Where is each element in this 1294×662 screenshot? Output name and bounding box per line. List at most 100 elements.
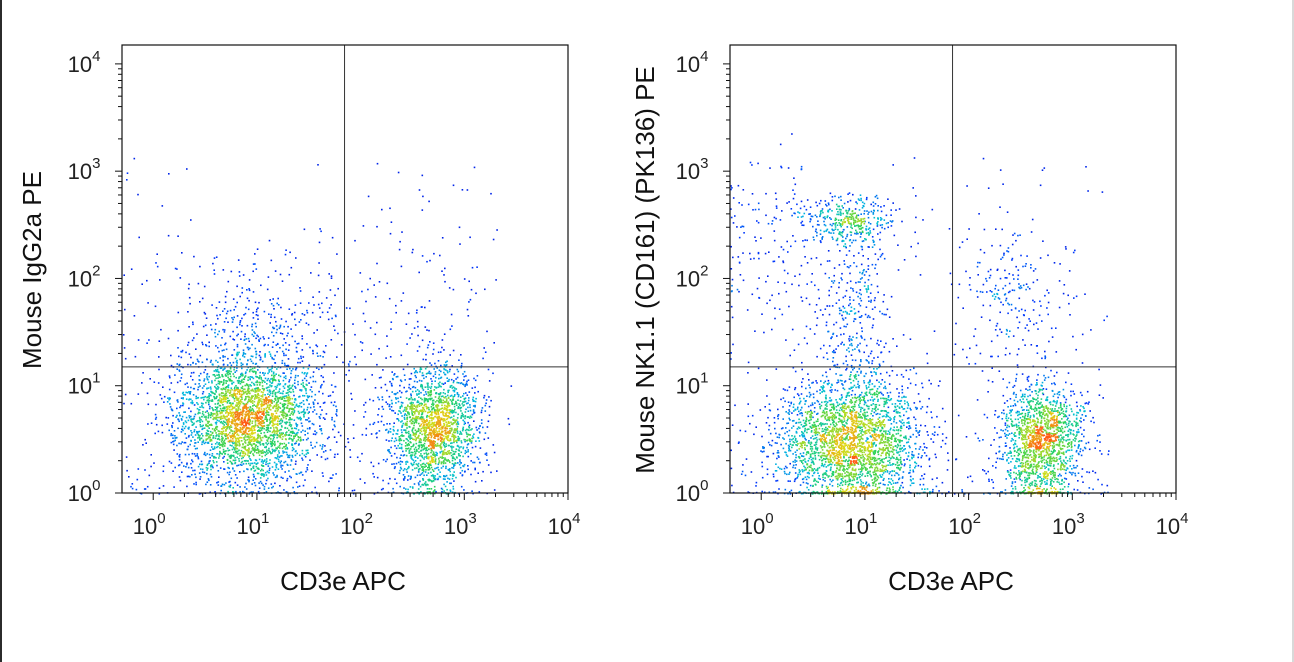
event-dot xyxy=(273,327,276,330)
event-dot xyxy=(254,391,256,393)
event-dot xyxy=(260,469,262,472)
event-dot xyxy=(309,420,311,423)
event-dot xyxy=(429,391,431,393)
event-dot xyxy=(407,404,409,407)
event-dot xyxy=(185,416,188,419)
event-dot xyxy=(391,391,393,393)
event-dot xyxy=(301,459,304,461)
event-dot xyxy=(181,471,183,473)
event-dot xyxy=(313,409,316,411)
event-dot xyxy=(243,391,245,394)
event-dot xyxy=(463,375,466,378)
event-dot xyxy=(276,463,278,466)
event-dot xyxy=(416,416,418,418)
event-dot xyxy=(254,322,257,325)
event-dot xyxy=(227,391,229,393)
event-dot xyxy=(468,397,470,399)
event-dot xyxy=(291,446,294,449)
event-dot xyxy=(467,449,469,451)
event-dot xyxy=(402,422,405,425)
event-dot xyxy=(422,407,425,410)
event-dot xyxy=(259,389,261,391)
event-dot xyxy=(222,359,224,362)
event-dot xyxy=(271,441,273,443)
event-dot xyxy=(229,460,231,463)
event-dot xyxy=(230,477,233,480)
event-dot xyxy=(258,458,261,461)
event-dot xyxy=(432,470,435,472)
event-dot xyxy=(448,378,450,381)
event-dot xyxy=(236,354,238,357)
event-dot xyxy=(244,439,247,442)
event-dot xyxy=(315,441,318,444)
event-dot xyxy=(424,410,427,413)
event-dot xyxy=(380,386,383,389)
event-dot xyxy=(420,413,423,416)
event-dot xyxy=(293,435,295,437)
event-dot xyxy=(150,465,152,468)
event-dot xyxy=(240,330,243,333)
event-dot xyxy=(424,403,426,406)
event-dot xyxy=(394,478,396,480)
event-dot xyxy=(271,331,273,334)
event-dot xyxy=(273,436,275,438)
event-dot xyxy=(235,385,237,387)
event-dot xyxy=(416,450,418,452)
event-dot xyxy=(288,438,290,440)
event-dot xyxy=(416,474,419,477)
event-dot xyxy=(194,434,197,436)
event-dot xyxy=(273,389,275,392)
event-dot xyxy=(390,439,393,442)
event-dot xyxy=(394,437,397,440)
event-dot xyxy=(206,358,208,361)
event-dot xyxy=(249,429,251,432)
event-dot xyxy=(423,428,426,431)
event-dot xyxy=(222,269,225,271)
event-dot xyxy=(436,427,438,429)
event-dot xyxy=(193,453,196,455)
event-dot xyxy=(435,412,437,415)
event-dot xyxy=(273,358,275,361)
event-dot xyxy=(251,462,254,465)
event-dot xyxy=(460,462,462,464)
event-dot xyxy=(415,433,417,436)
event-dot xyxy=(305,389,307,392)
event-dot xyxy=(370,433,373,435)
event-dot xyxy=(299,361,301,364)
event-dot xyxy=(254,301,257,304)
event-dot xyxy=(423,482,426,485)
event-dot xyxy=(221,433,223,435)
event-dot xyxy=(411,458,413,460)
event-dot xyxy=(281,411,283,413)
event-dot xyxy=(211,399,213,402)
event-dot xyxy=(205,438,208,441)
event-dot xyxy=(198,493,201,495)
event-dot xyxy=(268,449,270,452)
event-dot xyxy=(287,358,290,360)
event-dot xyxy=(418,379,421,382)
event-dot xyxy=(411,406,414,408)
event-dot xyxy=(229,373,231,375)
event-dot xyxy=(303,403,305,406)
event-dot xyxy=(168,398,170,401)
event-dot xyxy=(319,425,321,427)
event-dot xyxy=(176,414,178,417)
event-dot xyxy=(443,437,446,440)
event-dot xyxy=(418,405,421,407)
event-dot xyxy=(443,333,446,335)
event-dot xyxy=(176,453,179,455)
event-dot xyxy=(257,430,259,432)
event-dot xyxy=(406,491,409,493)
event-dot xyxy=(253,462,256,464)
event-dot xyxy=(429,468,431,470)
event-dot xyxy=(439,432,442,435)
event-dot xyxy=(179,453,181,456)
event-dot xyxy=(449,438,452,440)
event-dot xyxy=(258,394,260,397)
event-dot xyxy=(213,392,216,395)
event-dot xyxy=(302,394,304,397)
event-dot xyxy=(303,408,305,411)
event-dot xyxy=(194,383,197,385)
event-dot xyxy=(211,446,213,448)
event-dot xyxy=(181,349,184,352)
